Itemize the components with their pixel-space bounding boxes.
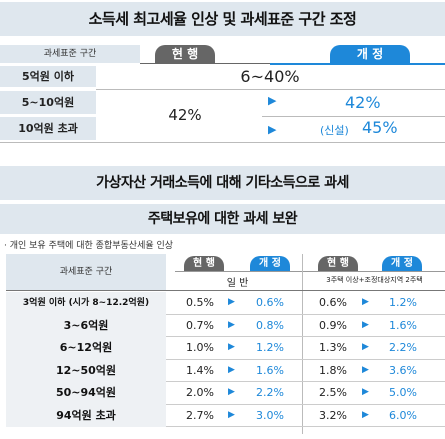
t2-row-label: 6~12억원 bbox=[6, 337, 166, 360]
arrow-right-icon: ▶ bbox=[268, 94, 277, 107]
t2-g2-revised: 2.2% bbox=[389, 341, 417, 354]
t2-g2-current: 2.5% bbox=[319, 386, 347, 399]
t2-row-label: 50~94억원 bbox=[6, 382, 166, 405]
t2-g2-current: 0.6% bbox=[319, 296, 347, 309]
t2-g1-current: 1.4% bbox=[186, 363, 214, 377]
arrow-right-icon: ▶ bbox=[362, 319, 369, 330]
row-divider bbox=[166, 403, 445, 405]
t2-g1-revised: 2.2% bbox=[256, 386, 284, 399]
t1-row-label: 5억원 이하 bbox=[0, 66, 96, 88]
t2-row-label: 3억원 이하 (시가 8~12.2억원) bbox=[6, 292, 166, 315]
t2-g2-revised: 6.0% bbox=[389, 408, 417, 422]
section3-subtitle: · 개인 보유 주택에 대한 종합부동산세율 인상 bbox=[4, 241, 174, 251]
t2-g2-current: 1.8% bbox=[319, 363, 347, 377]
t1-revised-value: 45% bbox=[362, 118, 398, 137]
t1-row-label: 10억원 초과 bbox=[0, 117, 96, 141]
arrow-right-icon: ▶ bbox=[228, 387, 235, 397]
t2-g1-current: 1.0% bbox=[186, 341, 214, 354]
t2-g1-current: 2.7% bbox=[186, 408, 214, 422]
t2-g1-current-header: 현 행 bbox=[184, 256, 224, 271]
t2-g2-revised-header: 개 정 bbox=[382, 256, 422, 271]
t2-g1-current: 0.5% bbox=[186, 296, 214, 309]
arrow-right-icon: ▶ bbox=[362, 297, 369, 307]
t1-current-value: 42% bbox=[168, 106, 202, 124]
t1-current-header: 현 행 bbox=[155, 45, 215, 63]
arrow-right-icon: ▶ bbox=[362, 387, 369, 397]
t2-g2-current: 0.9% bbox=[319, 318, 347, 332]
arrow-right-icon: ▶ bbox=[228, 342, 235, 352]
section2-title: 가상자산 거래소득에 대해 기타소득으로 과세 bbox=[0, 166, 445, 200]
row-divider bbox=[166, 358, 445, 360]
row-divider bbox=[166, 426, 445, 427]
arrow-right-icon: ▶ bbox=[228, 409, 235, 420]
t2-g1-revised: 0.8% bbox=[256, 318, 284, 332]
t2-row-label: 3~6억원 bbox=[6, 314, 166, 337]
t2-row-label: 12~50억원 bbox=[6, 359, 166, 382]
arrow-right-icon: ▶ bbox=[362, 342, 369, 352]
t2-g1-current: 0.7% bbox=[186, 318, 214, 332]
t2-g2-revised: 5.0% bbox=[389, 386, 417, 399]
t2-g1-current: 2.0% bbox=[186, 386, 214, 399]
t2-g1-revised: 0.6% bbox=[256, 296, 284, 309]
section3-title: 주택보유에 대한 과세 보완 bbox=[0, 204, 445, 234]
arrow-right-icon: ▶ bbox=[362, 364, 369, 375]
t2-group1-label: 일 반 bbox=[226, 278, 249, 289]
t2-g1-revised: 1.6% bbox=[256, 363, 284, 377]
t1-row-label: 5~10억원 bbox=[0, 91, 96, 115]
t1-header-label: 과세표준 구간 bbox=[0, 45, 140, 63]
arrow-right-icon: ▶ bbox=[228, 364, 235, 375]
t2-group2-label: 3주택 이상+조정대상지역 2주택 bbox=[326, 276, 423, 284]
t2-g2-revised: 1.6% bbox=[389, 318, 417, 332]
t1-revised-value: 42% bbox=[345, 93, 381, 112]
arrow-right-icon: ▶ bbox=[362, 409, 369, 420]
t2-row-label: 94억원 초과 bbox=[6, 404, 166, 427]
arrow-right-icon: ▶ bbox=[228, 319, 235, 330]
row-divider bbox=[166, 336, 445, 337]
arrow-right-icon: ▶ bbox=[268, 123, 277, 136]
t2-g1-revised: 3.0% bbox=[256, 408, 284, 422]
t2-g2-revised: 1.2% bbox=[389, 296, 417, 309]
t2-g2-current-header: 현 행 bbox=[318, 256, 358, 271]
t1-new-tag: (신설) bbox=[320, 124, 349, 137]
t2-header-label: 과세표준 구간 bbox=[6, 254, 166, 290]
t1-revised-header: 개 정 bbox=[330, 45, 410, 63]
t2-g2-current: 3.2% bbox=[319, 408, 347, 422]
t2-g2-current: 1.3% bbox=[319, 341, 347, 354]
arrow-right-icon: ▶ bbox=[228, 297, 235, 307]
section1-title: 소득세 최고세율 인상 및 과세표준 구간 조정 bbox=[0, 2, 445, 36]
t2-g1-revised-header: 개 정 bbox=[250, 256, 290, 271]
t2-g2-revised: 3.6% bbox=[389, 363, 417, 377]
row-divider bbox=[166, 313, 445, 315]
t1-merged-value: 6~40% bbox=[240, 67, 300, 86]
row-divider bbox=[166, 381, 445, 382]
t2-g1-revised: 1.2% bbox=[256, 341, 284, 354]
